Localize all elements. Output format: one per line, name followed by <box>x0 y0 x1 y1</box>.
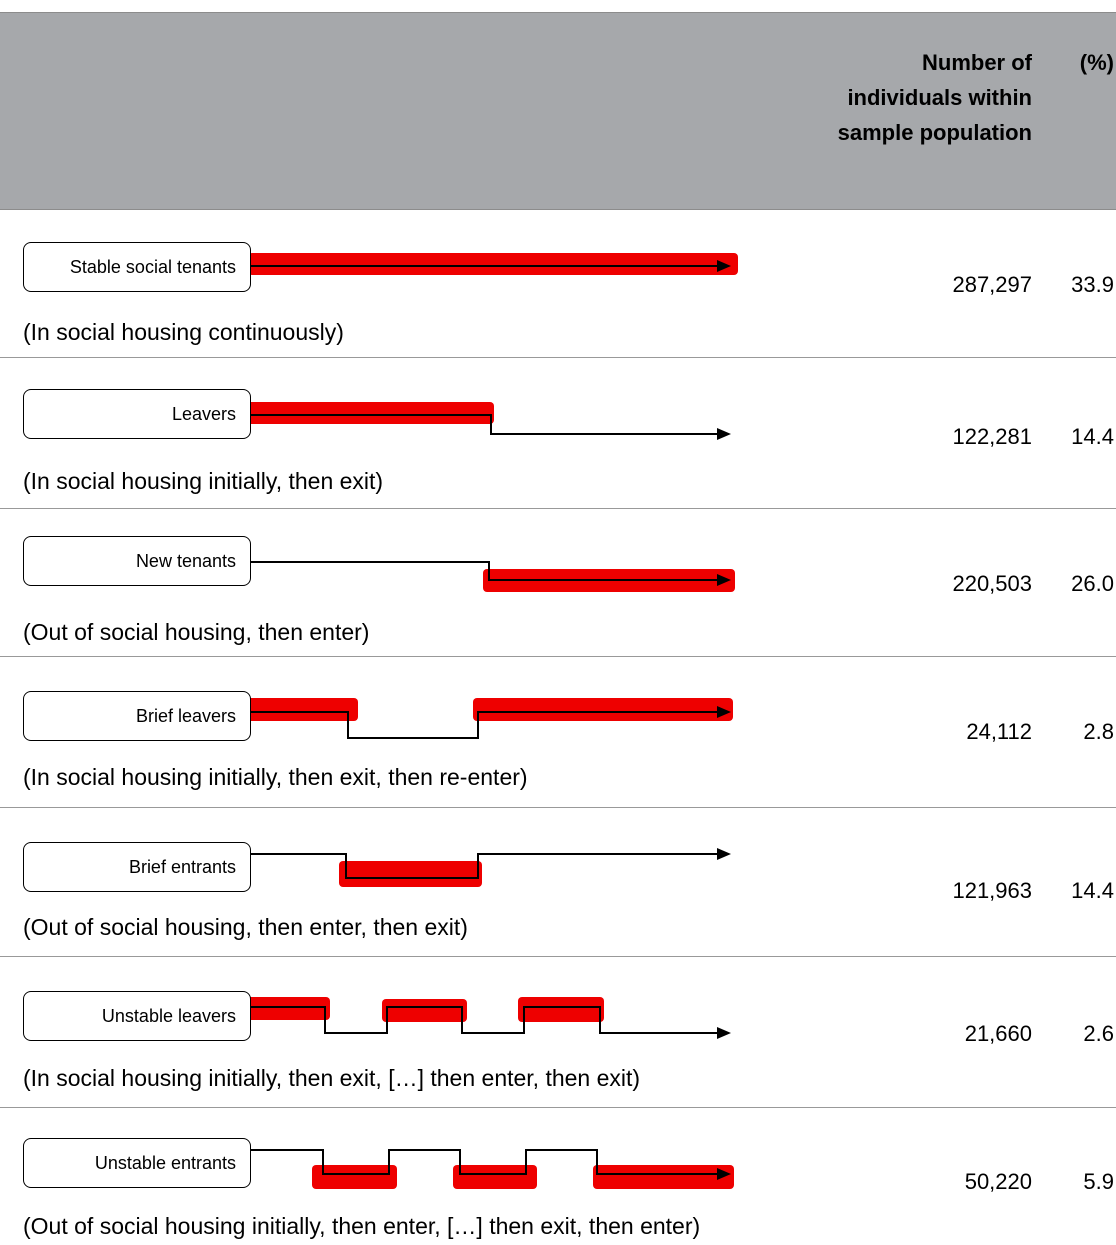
row-label-pill: New tenants <box>23 536 251 586</box>
row-label-pill: Stable social tenants <box>23 242 251 292</box>
table-row-unstable-entrants: Unstable entrants 50,220 5.9 (Out of soc… <box>0 1108 1116 1245</box>
row-label-pill: Unstable entrants <box>23 1138 251 1188</box>
trajectory-unstable-leavers <box>245 997 731 1039</box>
row-count: 220,503 <box>952 571 1032 596</box>
row-label-pill: Brief entrants <box>23 842 251 892</box>
row-percent: 33.9 <box>1071 272 1114 297</box>
row-description: (Out of social housing, then enter, then… <box>23 914 468 940</box>
row-description: (In social housing initially, then exit,… <box>23 764 528 790</box>
table-header: Number of individuals within sample popu… <box>0 12 1116 210</box>
table-row-brief-leavers: Brief leavers 24,112 2.8 (In social hous… <box>0 657 1116 807</box>
row-count: 24,112 <box>966 719 1032 744</box>
row-percent: 14.4 <box>1071 878 1114 903</box>
row-description: (In social housing continuously) <box>23 319 344 345</box>
row-description: (In social housing initially, then exit) <box>23 468 384 494</box>
row-divider <box>0 656 1116 657</box>
row-count: 122,281 <box>952 424 1032 449</box>
trajectory-unstable-entrants <box>251 1149 734 1189</box>
row-divider <box>0 357 1116 358</box>
table-row-new-tenants: New tenants 220,503 26.0 (Out of social … <box>0 509 1116 656</box>
row-divider <box>0 807 1116 808</box>
row-count: 21,660 <box>964 1021 1032 1046</box>
header-percent-label: (%) <box>1079 50 1114 75</box>
row-count: 50,220 <box>964 1169 1032 1194</box>
trajectory-stable-social-tenants <box>248 253 738 275</box>
table-row-unstable-leavers: Unstable leavers 21,660 2.6 (In social h… <box>0 957 1116 1107</box>
row-percent: 2.8 <box>1083 719 1114 744</box>
row-label-pill: Unstable leavers <box>23 991 251 1041</box>
table-row-leavers: Leavers 122,281 14.4 (In social housing … <box>0 358 1116 508</box>
row-divider <box>0 508 1116 509</box>
trajectory-brief-entrants <box>251 848 731 887</box>
row-description: (In social housing initially, then exit,… <box>23 1065 641 1091</box>
row-percent: 5.9 <box>1083 1169 1114 1194</box>
row-description: (Out of social housing initially, then e… <box>23 1213 701 1239</box>
row-divider <box>0 956 1116 957</box>
table-row-brief-entrants: Brief entrants 121,963 14.4 (Out of soci… <box>0 808 1116 956</box>
row-percent: 26.0 <box>1071 571 1114 596</box>
row-percent: 2.6 <box>1083 1021 1114 1046</box>
trajectory-new-tenants <box>251 561 735 592</box>
row-count: 121,963 <box>952 878 1032 903</box>
row-percent: 14.4 <box>1071 424 1114 449</box>
row-label-pill: Brief leavers <box>23 691 251 741</box>
trajectory-brief-leavers <box>246 698 733 739</box>
row-divider <box>0 1107 1116 1108</box>
header-count-label: Number of individuals within sample popu… <box>837 50 1032 145</box>
row-description: (Out of social housing, then enter) <box>23 619 370 645</box>
row-label-pill: Leavers <box>23 389 251 439</box>
table-row-stable-social-tenants: Stable social tenants 287,297 33.9 (In s… <box>0 208 1116 345</box>
row-count: 287,297 <box>952 272 1032 297</box>
trajectory-leavers <box>247 402 731 440</box>
